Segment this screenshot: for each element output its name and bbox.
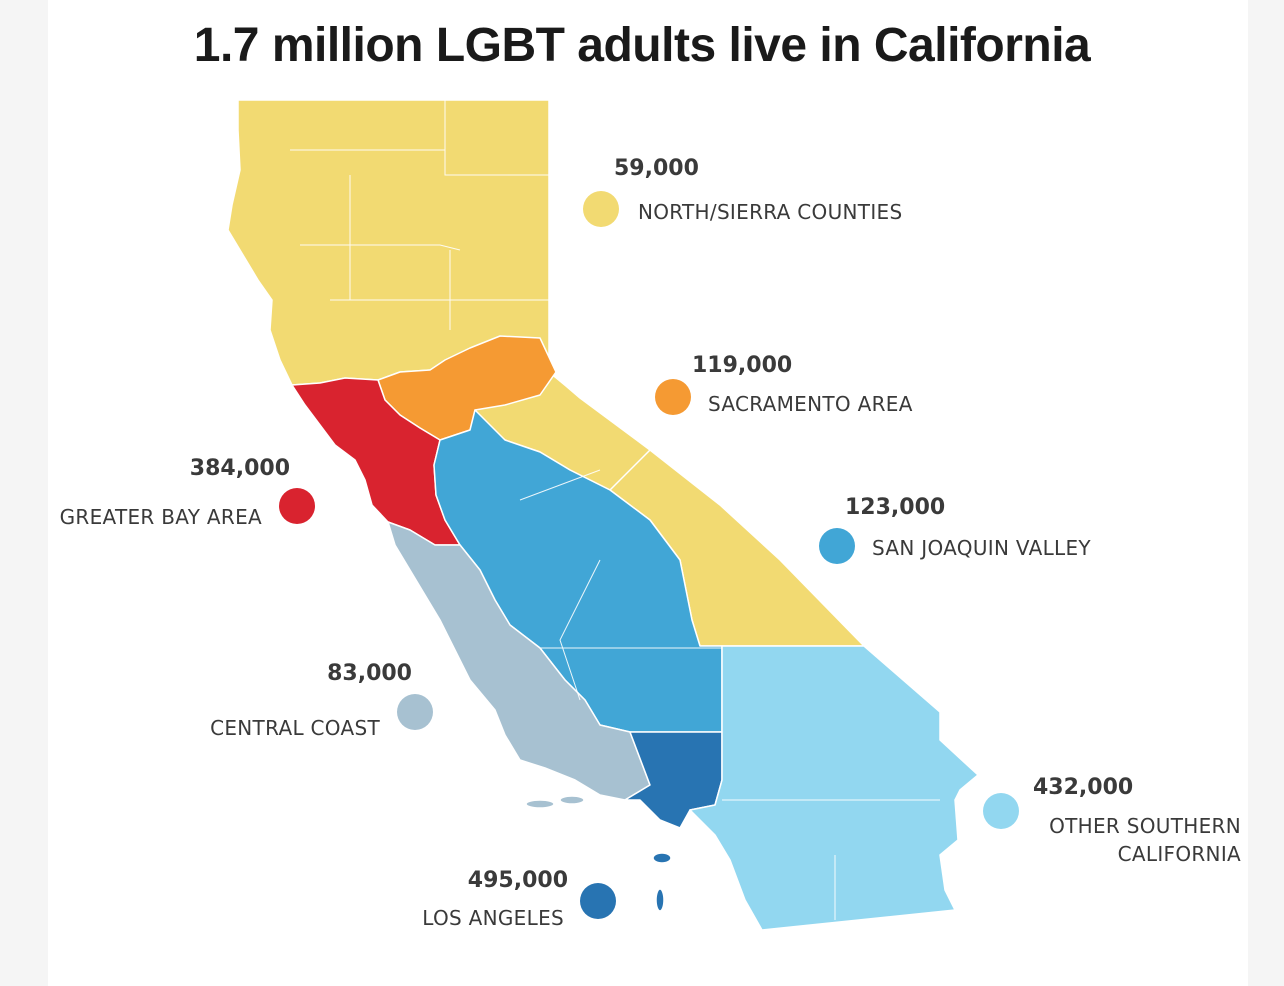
other-south-value: 432,000 [1033,775,1134,800]
other-south-dot [983,793,1019,829]
other-south-label-2: CALIFORNIA [1117,842,1241,866]
region-other-south [689,645,979,931]
san-joaquin-dot [819,528,855,564]
north-sierra-label: NORTH/SIERRA COUNTIES [638,200,903,224]
north-sierra-value: 59,000 [614,156,699,181]
central-coast-value: 83,000 [327,661,412,686]
sacramento-value: 119,000 [692,353,793,378]
san-joaquin-value: 123,000 [845,495,946,520]
channel-island-2 [559,795,585,805]
sacramento-label: SACRAMENTO AREA [708,392,913,416]
bay-area-value: 384,000 [189,456,290,481]
central-coast-label: CENTRAL COAST [210,716,380,740]
san-joaquin-label: SAN JOAQUIN VALLEY [872,536,1091,560]
bay-area-dot [279,488,315,524]
los-angeles-label: LOS ANGELES [422,906,564,930]
los-angeles-dot [580,883,616,919]
sacramento-dot [655,379,691,415]
page-title: 1.7 million LGBT adults live in Californ… [193,19,1091,72]
los-angeles-value: 495,000 [467,868,568,893]
catalina-island [652,852,672,864]
central-coast-dot [397,694,433,730]
north-sierra-dot [583,191,619,227]
channel-island-1 [525,799,555,809]
bay-area-label: GREATER BAY AREA [59,505,262,529]
other-south-label: OTHER SOUTHERN [1049,814,1241,838]
clemente-island [655,888,665,912]
